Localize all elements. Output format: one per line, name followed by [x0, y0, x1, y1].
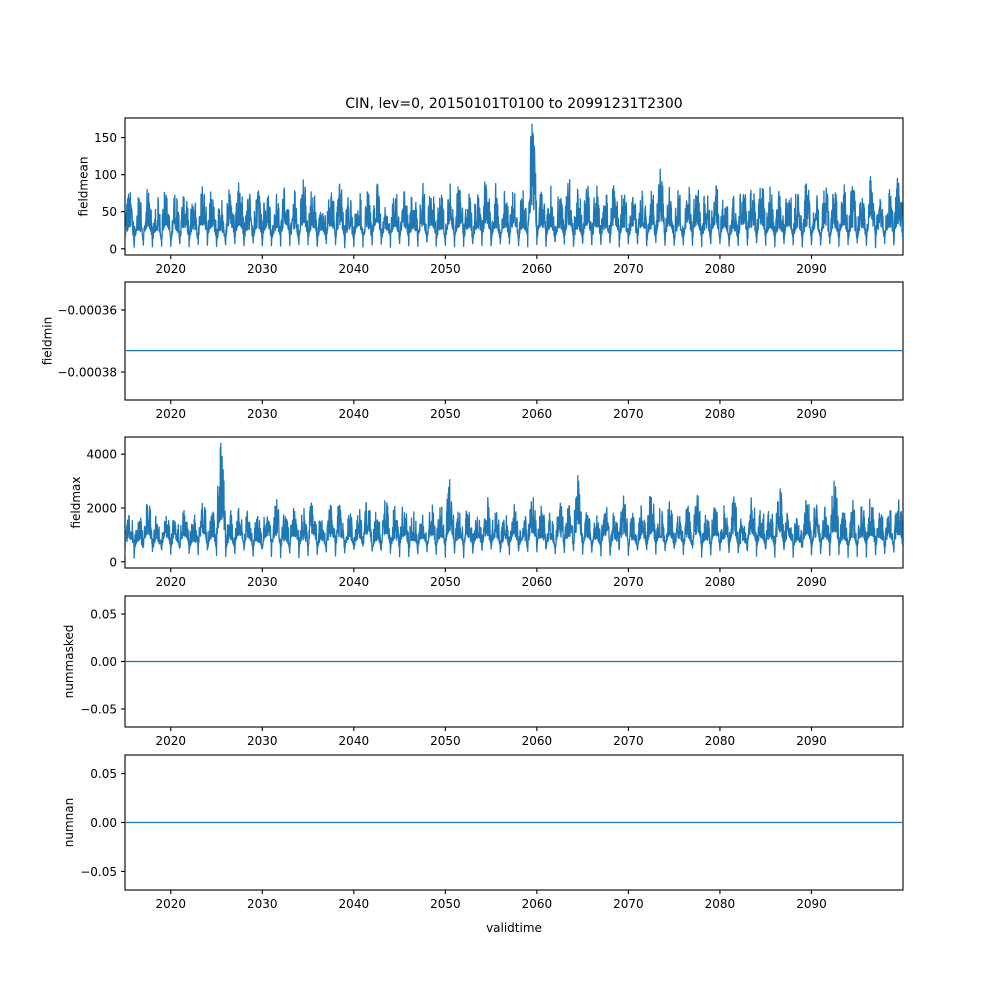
ytick-label: 0 [109, 555, 117, 569]
xtick-label: 2060 [522, 575, 553, 589]
axes-frame-fieldmean [124, 117, 904, 256]
figure-title: CIN, lev=0, 20150101T0100 to 20991231T23… [345, 96, 682, 112]
xtick-label: 2070 [613, 575, 644, 589]
xtick-label: 2050 [430, 575, 461, 589]
ylabel-fieldmean: fieldmean [76, 157, 90, 217]
xtick-label: 2060 [522, 407, 553, 421]
xtick-label: 2080 [705, 897, 736, 911]
xtick-label: 2080 [705, 575, 736, 589]
xtick-label: 2090 [796, 262, 827, 276]
series-fieldmax [125, 442, 903, 559]
xtick-label: 2060 [522, 734, 553, 748]
xtick-label: 2050 [430, 407, 461, 421]
ytick-label: −0.00036 [57, 303, 117, 317]
ytick-label: 0.00 [90, 816, 117, 830]
xtick-label: 2080 [705, 734, 736, 748]
xtick-label: 2080 [705, 407, 736, 421]
xtick-label: 2030 [247, 407, 278, 421]
xtick-label: 2030 [247, 897, 278, 911]
xtick-label: 2050 [430, 897, 461, 911]
xtick-label: 2020 [155, 407, 186, 421]
xtick-label: 2070 [613, 262, 644, 276]
xtick-label: 2070 [613, 407, 644, 421]
xtick-label: 2020 [155, 262, 186, 276]
xlabel: validtime [486, 921, 542, 935]
ytick-label: −0.05 [80, 865, 117, 879]
xtick-label: 2090 [796, 734, 827, 748]
axes-frame-fieldmax [124, 436, 904, 569]
xtick-label: 2030 [247, 734, 278, 748]
ylabel-fieldmax: fieldmax [69, 476, 83, 528]
xtick-label: 2040 [339, 575, 370, 589]
ytick-label: 0.05 [90, 767, 117, 781]
ylabel-numnan: numnan [62, 798, 76, 847]
xtick-label: 2040 [339, 897, 370, 911]
xtick-label: 2090 [796, 897, 827, 911]
xtick-label: 2060 [522, 897, 553, 911]
ytick-label: 100 [94, 168, 117, 182]
ytick-label: −0.00038 [57, 366, 117, 380]
ytick-label: 0.05 [90, 608, 117, 622]
xtick-label: 2040 [339, 407, 370, 421]
panel-fieldmax: 2020 2030 2040 2050 2060 2070 2080 2090 0 2000 400… [69, 436, 904, 589]
xtick-label: 2090 [796, 407, 827, 421]
xtick-label: 2070 [613, 897, 644, 911]
xtick-label: 2080 [705, 262, 736, 276]
panel-nummasked: 2020 2030 2040 2050 2060 2070 2080 2090 −0.05 0.0… [62, 595, 904, 748]
ytick-label: 0 [109, 242, 117, 256]
xtick-label: 2040 [339, 734, 370, 748]
xtick-label: 2050 [430, 734, 461, 748]
panel-fieldmean: 2020 2030 2040 2050 2060 2070 2080 2090 0 50 100 15… [76, 117, 904, 276]
xtick-label: 2020 [155, 575, 186, 589]
ytick-label: 50 [102, 205, 117, 219]
ytick-label: 150 [94, 131, 117, 145]
ytick-label: 4000 [86, 448, 117, 462]
xtick-label: 2050 [430, 262, 461, 276]
ytick-label: −0.05 [80, 702, 117, 716]
series-fieldmean [125, 123, 903, 249]
ylabel-fieldmin: fieldmin [40, 317, 54, 366]
ytick-label: 2000 [86, 502, 117, 516]
ylabel-nummasked: nummasked [62, 625, 76, 699]
panel-numnan: 2020 2030 2040 2050 2060 2070 2080 2090 −0.05 0.0… [62, 754, 904, 935]
xtick-label: 2040 [339, 262, 370, 276]
xtick-label: 2090 [796, 575, 827, 589]
xtick-label: 2060 [522, 262, 553, 276]
xtick-label: 2020 [155, 897, 186, 911]
xtick-label: 2070 [613, 734, 644, 748]
axes-frame-fieldmin [124, 281, 904, 401]
xtick-label: 2020 [155, 734, 186, 748]
xtick-label: 2030 [247, 575, 278, 589]
ytick-label: 0.00 [90, 655, 117, 669]
panel-fieldmin: 2020 2030 2040 2050 2060 2070 2080 2090 −0.00038… [40, 281, 904, 421]
xtick-label: 2030 [247, 262, 278, 276]
